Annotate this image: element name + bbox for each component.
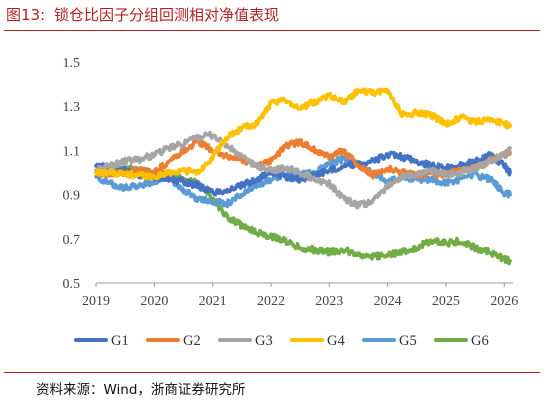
y-tick-label: 1.5 [63, 56, 81, 71]
legend-label-g3: G3 [255, 333, 273, 349]
y-axis-ticks: 0.5 0.7 0.9 1.1 1.3 1.5 [63, 56, 81, 292]
series-lines [94, 87, 512, 266]
legend-label-g2: G2 [183, 333, 201, 349]
legend-label-g6: G6 [471, 333, 489, 349]
figure-title: 锁仓比因子分组回测相对净值表现 [53, 6, 279, 24]
y-tick-label: 1.1 [63, 144, 81, 159]
legend-label-g5: G5 [399, 333, 417, 349]
x-tick-label: 2024 [374, 294, 402, 309]
source-divider [4, 372, 540, 373]
chart-title: 图13: 锁仓比因子分组回测相对净值表现 [6, 4, 279, 25]
y-tick-label: 0.7 [63, 233, 81, 248]
legend: G1 G2 G3 G4 G5 G6 [74, 333, 489, 349]
x-tick-label: 2019 [82, 294, 110, 309]
line-chart: 0.50.70.91.11.31.5 2019 2020 2021 2022 2023 2… [63, 56, 519, 349]
figure-label: 图13: [6, 6, 46, 24]
x-tick-label: 2022 [257, 294, 285, 309]
x-axis-ticks: 2019 2020 2021 2022 2023 2024 2025 2026 [82, 283, 518, 309]
legend-label-g4: G4 [327, 333, 345, 349]
y-tick-label: 0.5 [63, 277, 81, 292]
legend-label-g1: G1 [111, 333, 129, 349]
series-line-g3 [94, 130, 512, 210]
x-tick-label: 2021 [199, 294, 227, 309]
source-note: 资料来源：Wind，浙商证券研究所 [36, 382, 246, 398]
x-tick-label: 2023 [315, 294, 343, 309]
series-line-g4 [94, 87, 512, 181]
y-tick-label: 0.9 [63, 189, 81, 204]
x-tick-label: 2025 [432, 294, 460, 309]
x-tick-label: 2020 [140, 294, 168, 309]
x-tick-label: 2026 [490, 294, 518, 309]
y-tick-label: 1.3 [63, 100, 81, 115]
title-divider [4, 30, 540, 31]
